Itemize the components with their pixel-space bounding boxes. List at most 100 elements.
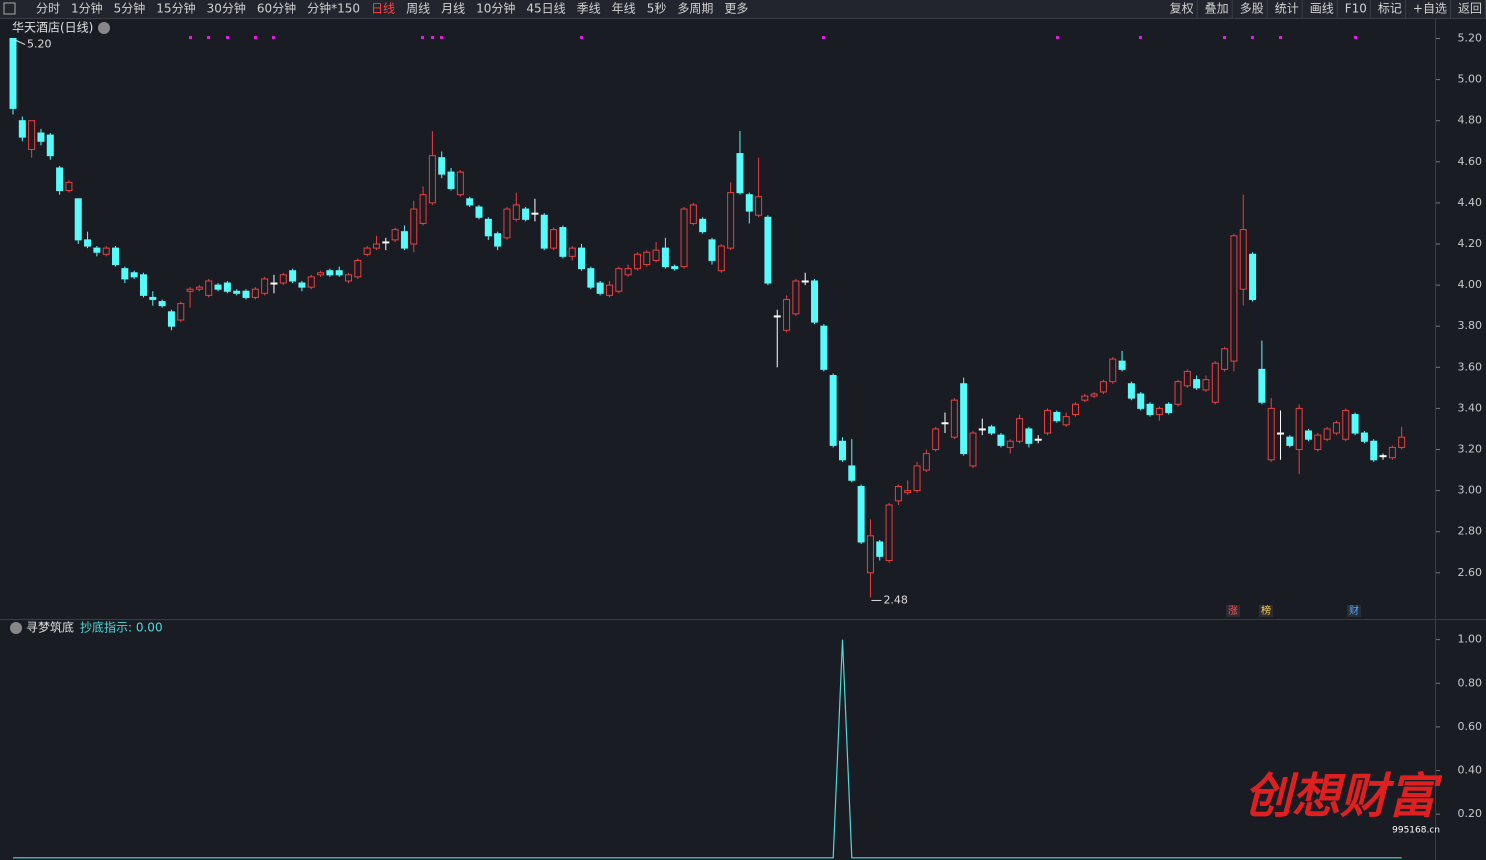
toolbar-button[interactable]: 5秒 <box>647 2 667 16</box>
candle-body <box>540 214 548 249</box>
watermark-title: 创想财富 <box>1244 769 1443 825</box>
candle-body <box>475 206 483 218</box>
candle-body <box>1202 379 1210 391</box>
toolbar-icon[interactable] <box>3 2 16 15</box>
candle-body <box>1388 446 1396 459</box>
candle-body <box>736 153 744 194</box>
toolbar-button[interactable]: F10 <box>1345 2 1367 16</box>
toolbar-button[interactable]: 分钟*150 <box>307 1 360 16</box>
candle-body <box>84 239 92 247</box>
toolbar <box>0 0 1486 18</box>
candle-body <box>904 490 912 494</box>
dropdown-icon[interactable] <box>10 622 22 634</box>
signal-dots <box>189 36 1357 39</box>
y-tick-label: 4.20 <box>1458 237 1483 250</box>
candle-body <box>363 247 371 255</box>
y-tick-label: 4.80 <box>1458 114 1483 127</box>
candle-body <box>829 375 837 446</box>
candle-body <box>167 311 175 327</box>
candle-body <box>605 284 613 296</box>
y-tick-label: 0.60 <box>1458 720 1483 733</box>
watermark-site: 995168.cn <box>1392 826 1440 836</box>
candle-body <box>550 229 558 249</box>
candle-body <box>838 440 846 461</box>
event-marker-bg <box>1259 605 1273 617</box>
max-pointer <box>13 39 26 45</box>
candle-body <box>559 227 567 257</box>
candle-body <box>1193 379 1201 389</box>
candle-body <box>801 280 809 283</box>
toolbar-button[interactable]: 画线 <box>1310 2 1334 16</box>
candle-body <box>1183 370 1191 387</box>
toolbar-button[interactable]: 10分钟 <box>476 1 515 16</box>
candle-body <box>121 268 129 280</box>
y-tick-label: 3.20 <box>1458 442 1483 455</box>
candle-body <box>661 247 669 268</box>
y-tick-label: 4.60 <box>1458 155 1483 168</box>
candle-body <box>279 274 287 284</box>
toolbar-button[interactable]: 标记 <box>1378 2 1402 16</box>
event-marker[interactable]: 榜 <box>1261 604 1271 617</box>
candle-body <box>46 134 54 157</box>
candle-body <box>1230 235 1238 362</box>
event-marker-bg <box>1226 605 1240 617</box>
y-tick-label: 1.00 <box>1458 633 1483 646</box>
candle-body <box>65 181 73 192</box>
toolbar-button[interactable]: 月线 <box>441 2 465 16</box>
toolbar-button[interactable]: 45日线 <box>526 2 565 16</box>
toolbar-button[interactable]: 复权 <box>1170 2 1194 16</box>
toolbar-button[interactable]: 15分钟 <box>156 1 195 16</box>
toolbar-button[interactable]: 统计 <box>1275 2 1299 16</box>
candle-body <box>298 282 306 288</box>
toolbar-button[interactable]: 5分钟 <box>114 1 146 16</box>
candle-body <box>727 192 735 249</box>
toolbar-button[interactable]: 周线 <box>406 2 430 16</box>
event-marker[interactable]: 财 <box>1349 604 1359 617</box>
candle-body <box>885 504 893 561</box>
candle-body <box>419 194 427 224</box>
candle-body <box>1155 407 1163 416</box>
toolbar-button[interactable]: 多股 <box>1240 2 1264 16</box>
candle-body <box>345 274 353 282</box>
candle-body <box>969 432 977 467</box>
candle-body <box>1071 403 1079 416</box>
toolbar-button[interactable]: 更多 <box>724 2 748 16</box>
toolbar-button[interactable]: 分时 <box>36 2 60 16</box>
candle-body <box>913 465 921 492</box>
candle-body <box>1295 407 1303 450</box>
dropdown-icon[interactable] <box>98 22 110 34</box>
y-tick-label: 0.20 <box>1458 807 1483 820</box>
candle-body <box>978 428 986 431</box>
toolbar-button[interactable]: 1分钟 <box>71 1 103 16</box>
candle-body <box>1304 430 1312 440</box>
candle-body <box>195 286 203 290</box>
toolbar-button[interactable]: 60分钟 <box>257 1 296 16</box>
candle-body <box>74 198 82 241</box>
candle-body <box>652 249 660 261</box>
event-marker[interactable]: 涨 <box>1228 605 1238 617</box>
toolbar-button[interactable]: 多周期 <box>677 2 713 16</box>
y-tick-label: 2.60 <box>1458 566 1483 579</box>
toolbar-button[interactable]: 日线 <box>371 2 395 16</box>
candle-body <box>37 132 45 142</box>
toolbar-button[interactable]: 季线 <box>577 2 601 16</box>
toolbar-button[interactable]: 叠加 <box>1205 2 1229 16</box>
y-tick-label: 3.60 <box>1458 360 1483 373</box>
candle-body <box>1351 414 1359 434</box>
toolbar-button[interactable]: 年线 <box>612 2 636 16</box>
candle-body <box>233 290 241 294</box>
candle-body <box>251 288 259 298</box>
candle-body <box>811 280 819 323</box>
candle-body <box>820 325 828 370</box>
toolbar-button[interactable]: +自选 <box>1413 2 1447 16</box>
toolbar-button[interactable]: 返回 <box>1458 2 1482 16</box>
candle-body <box>1360 432 1368 442</box>
toolbar-button[interactable]: 30分钟 <box>207 1 246 16</box>
candle-body <box>783 298 791 331</box>
candle-body <box>680 208 688 268</box>
candle-body <box>1127 383 1135 399</box>
candle-body <box>1081 395 1089 401</box>
y-tick-label: 4.40 <box>1458 196 1483 209</box>
